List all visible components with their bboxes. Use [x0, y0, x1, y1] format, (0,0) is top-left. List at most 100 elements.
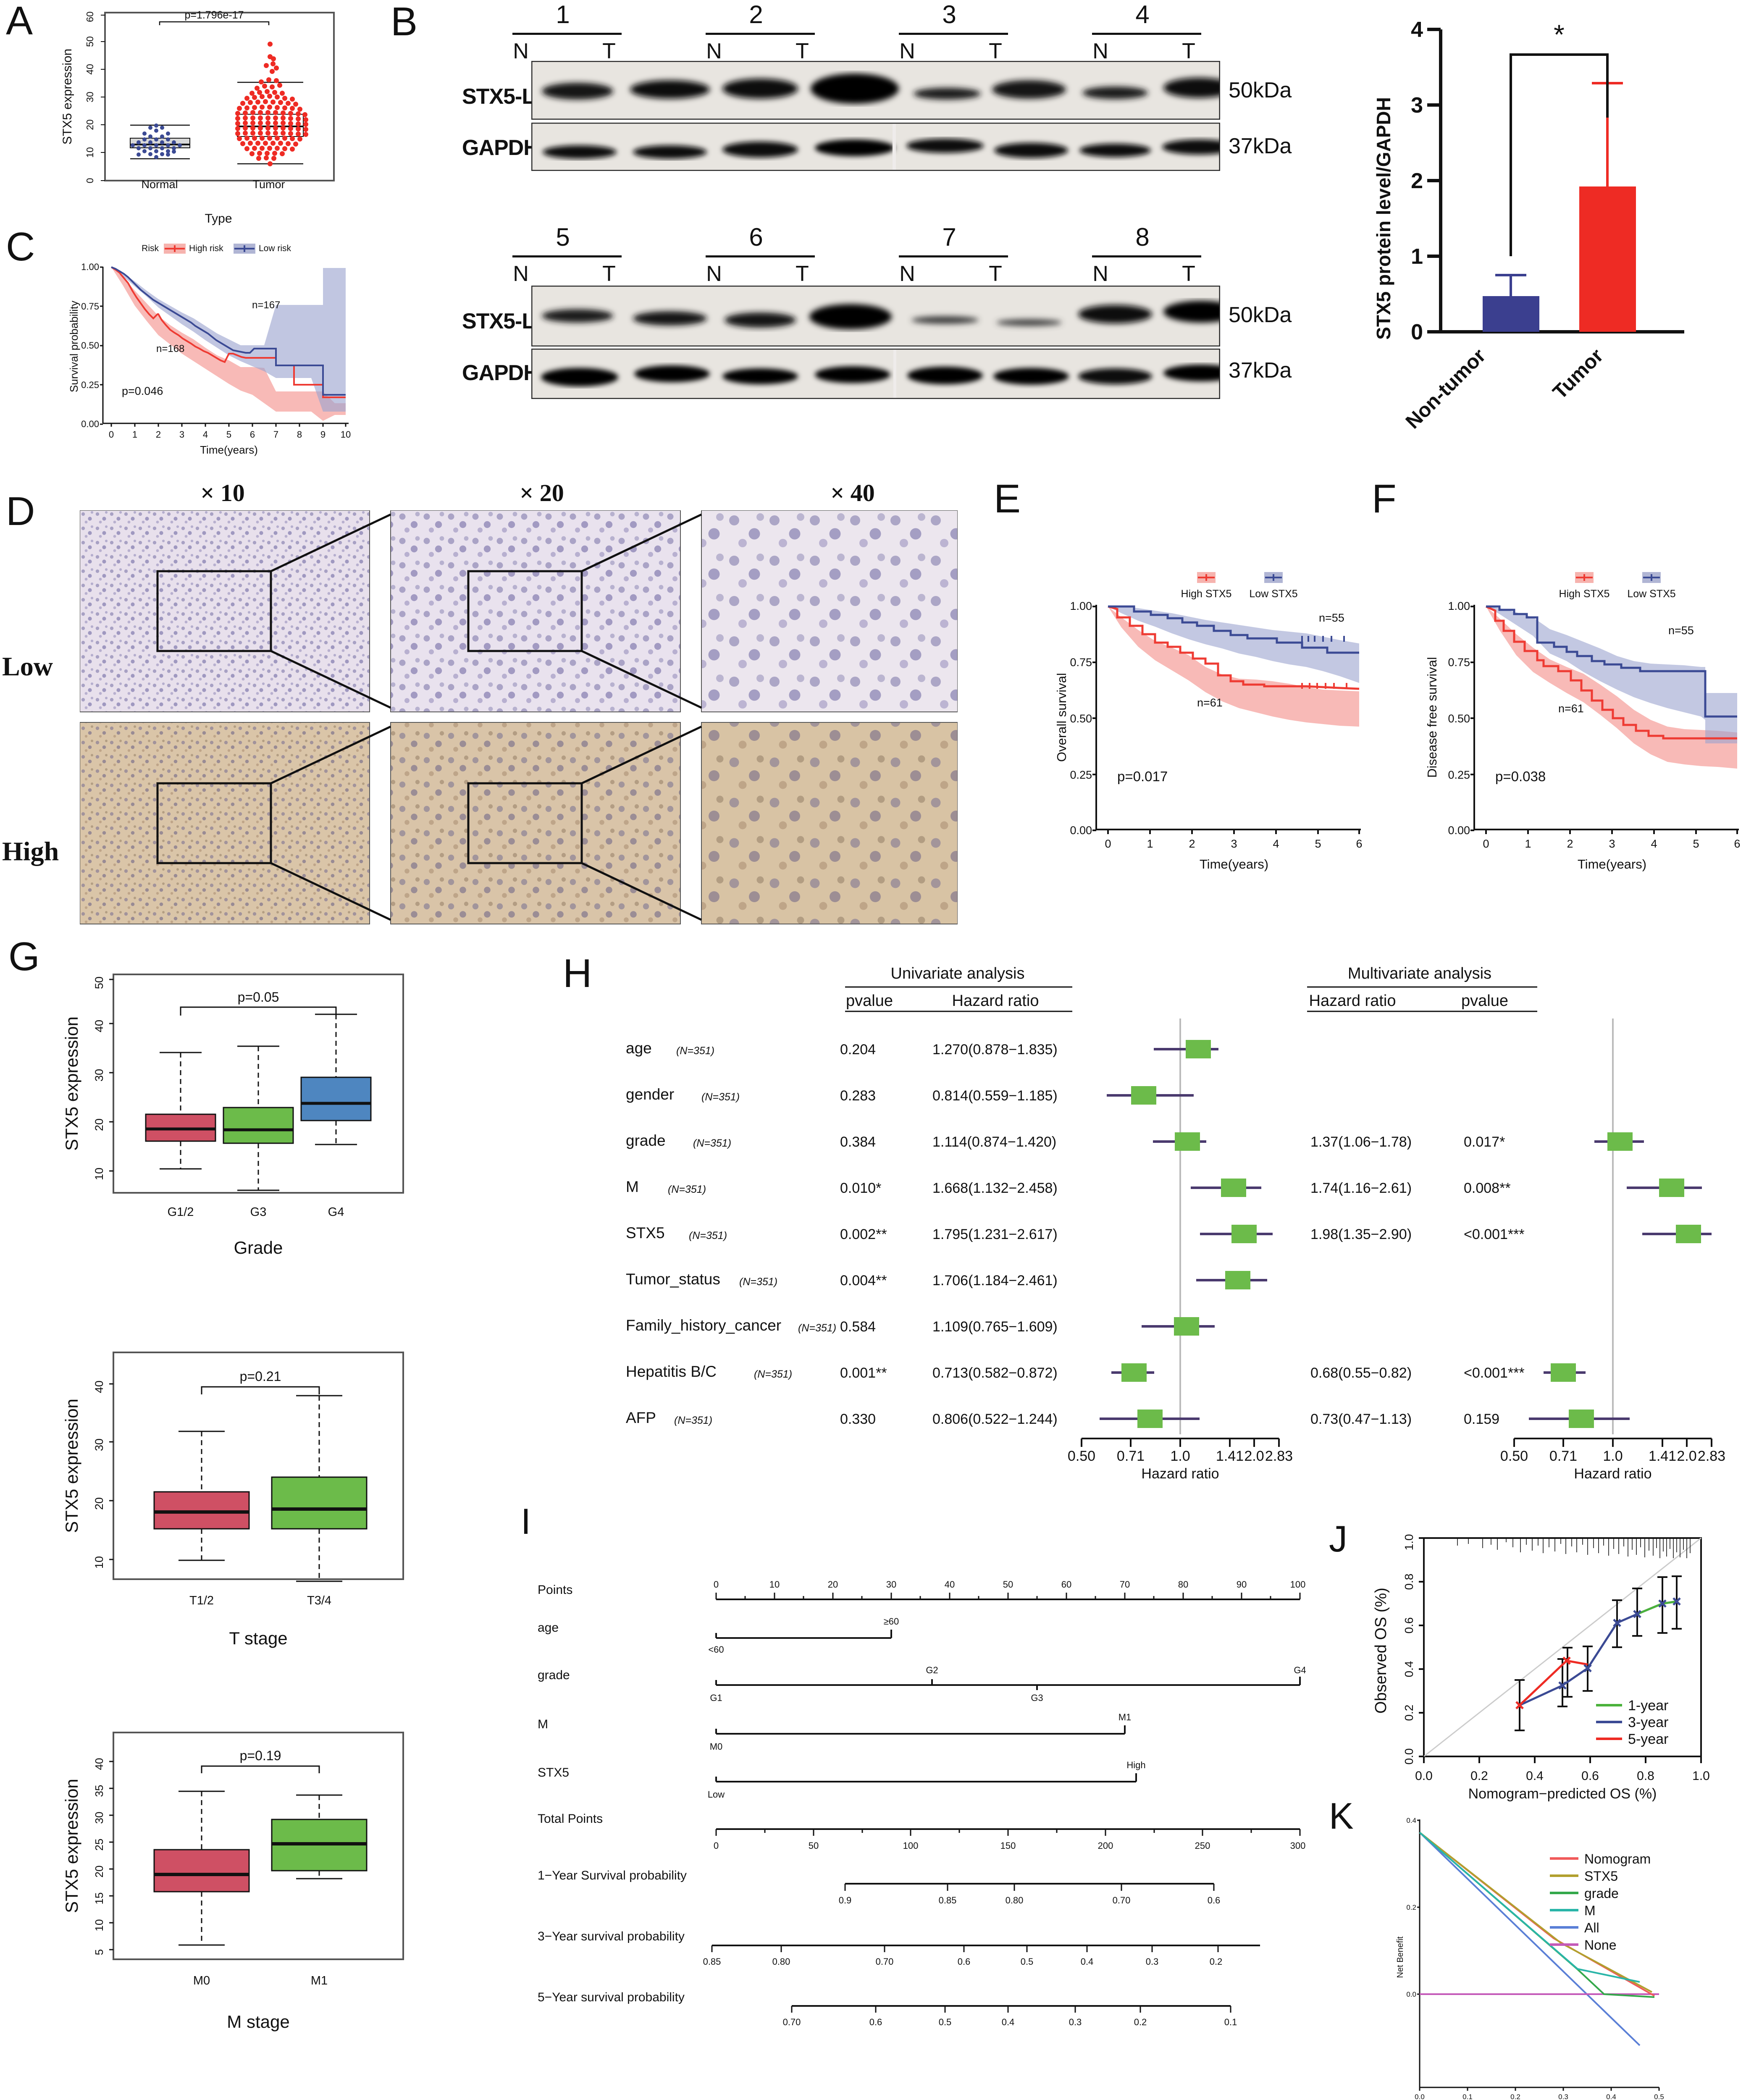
nomo-pt-8: 80: [1178, 1579, 1188, 1590]
panel-f: F High STX5 Low STX5 1.00 0.75 0.50 0.25 0.…: [1369, 475, 1746, 907]
sublane-n-5: N: [513, 262, 529, 286]
h-mvhr-grade: 1.37(1.06−1.78): [1310, 1134, 1412, 1150]
sublane-n-1: N: [513, 39, 529, 63]
nomo-label-m: M: [538, 1717, 548, 1731]
panel-e-km: High STX5 Low STX5 1.00 0.75 0.50 0.25 0.00…: [1054, 572, 1363, 872]
nomo-tp-4: 200: [1098, 1840, 1113, 1851]
svg-text:0: 0: [1411, 320, 1423, 344]
svg-text:0.8: 0.8: [1402, 1574, 1415, 1590]
svg-text:0: 0: [84, 178, 95, 184]
k-curve-all: [1419, 1832, 1641, 2046]
lane-rule-1: [512, 33, 622, 35]
svg-text:30: 30: [93, 1069, 105, 1082]
nomo-label-grade: grade: [538, 1668, 570, 1682]
panel-g-mstage-boxplot: 5 10 15 20 25 30 35 40 STX5 expression M…: [62, 1732, 404, 2032]
km-f-legend-low: Low STX5: [1627, 588, 1675, 600]
h-uni-tick-3: 1.41: [1216, 1448, 1244, 1464]
lane-rule-4: [1092, 33, 1201, 35]
nomo-grade-g1: G1: [710, 1693, 722, 1703]
h-mvhr-hepatitis: 0.68(0.55−0.82): [1310, 1365, 1412, 1381]
lane-label-4: 4: [1135, 0, 1150, 29]
svg-text:7: 7: [273, 429, 278, 440]
ihc-low-x40: [701, 510, 958, 712]
k-legend-nomogram: Nomogram: [1584, 1851, 1651, 1866]
h-header-multivariate: Multivariate analysis: [1348, 965, 1491, 982]
roi-high-x20: [467, 782, 583, 864]
g-t-xlabel: T stage: [229, 1628, 287, 1648]
h-unihr-afp: 0.806(0.522−1.244): [932, 1411, 1058, 1427]
g-m-box-0: [153, 1790, 250, 1946]
ihc-high-x20: [390, 722, 681, 924]
h-mv-tick-0: 0.50: [1500, 1448, 1528, 1464]
h-unihr-stx5: 1.795(1.231−2.617): [932, 1226, 1058, 1242]
j-legend-3year: 3-year: [1628, 1714, 1668, 1730]
sublane-n-3: N: [899, 39, 915, 63]
h-n-age: (N=351): [676, 1045, 714, 1057]
km-f-legend-high: High STX5: [1559, 588, 1610, 600]
svg-text:2: 2: [1189, 837, 1195, 850]
h-row-m: M (N=351) 0.010* 1.668(1.132−2.458) 1.74…: [626, 1178, 1702, 1197]
h-unihr-gender: 0.814(0.559−1.185): [932, 1088, 1058, 1104]
nomo-3y-3: 0.6: [958, 1956, 971, 1967]
k-legend-all: All: [1584, 1920, 1599, 1935]
svg-text:0.00: 0.00: [1070, 824, 1092, 837]
svg-text:0: 0: [1483, 837, 1489, 850]
h-mvp-stx5: <0.001***: [1464, 1226, 1525, 1242]
nomo-pt-7: 70: [1120, 1579, 1130, 1590]
h-n-hepatitis: (N=351): [754, 1368, 792, 1380]
h-mvhr-stx5: 1.98(1.35−2.90): [1310, 1226, 1412, 1242]
h-row-age: age (N=351) 0.204 1.270(0.878−1.835): [626, 1040, 1218, 1058]
ihc-high-x40: [701, 722, 958, 924]
nomo-3y-1: 0.80: [772, 1956, 790, 1967]
svg-text:0.25: 0.25: [81, 380, 99, 390]
nomo-pt-10: 100: [1290, 1579, 1306, 1590]
mw-label-37-1: 37kDa: [1229, 134, 1292, 158]
magnification-x20: × 20: [520, 479, 564, 507]
g-grade-cat-2: G4: [328, 1205, 344, 1219]
h-mv-tick-3: 1.41: [1649, 1448, 1676, 1464]
g-grade-cat-1: G3: [250, 1205, 267, 1219]
nomo-grade-g4: G4: [1294, 1665, 1306, 1675]
probe-label-stx5l-2: STX5-L: [462, 309, 535, 333]
km-e-legend-low: Low STX5: [1249, 588, 1297, 600]
h-row-stx5: STX5 (N=351) 0.002** 1.795(1.231−2.617) …: [626, 1224, 1712, 1243]
nomo-3y-0: 0.85: [703, 1956, 721, 1967]
svg-text:1: 1: [1525, 837, 1531, 850]
h-var-m: M: [626, 1178, 639, 1195]
km-e-n-high: n=61: [1197, 696, 1223, 709]
lane-rule-7: [899, 255, 1008, 257]
lane-rule-3: [899, 33, 1008, 35]
km-e-ci-high: [1108, 606, 1359, 727]
svg-text:4: 4: [203, 429, 208, 440]
svg-text:0.00: 0.00: [1448, 824, 1470, 837]
nomo-age-ge60: ≥60: [884, 1616, 899, 1627]
svg-text:15: 15: [93, 1893, 105, 1905]
panel-d-label: D: [6, 489, 35, 534]
nomo-5y-2: 0.5: [939, 2017, 952, 2027]
j-curve-1-year: [1637, 1600, 1677, 1615]
svg-text:10: 10: [84, 147, 95, 158]
svg-text:2: 2: [1411, 169, 1423, 193]
j-ylabel: Observed OS (%): [1372, 1588, 1390, 1714]
h-unip-tumor-status: 0.004**: [840, 1273, 887, 1289]
svg-text:0.50: 0.50: [1070, 712, 1092, 725]
h-unip-family-history: 0.584: [840, 1319, 876, 1335]
h-n-gender: (N=351): [701, 1091, 740, 1103]
nomo-label-stx5: STX5: [538, 1766, 569, 1780]
g-m-xlabel: M stage: [227, 2012, 289, 2032]
svg-text:0.50: 0.50: [81, 340, 99, 351]
svg-text:0: 0: [109, 429, 114, 440]
k-ytick-1: 0.2: [1406, 1903, 1416, 1911]
km-e-curve-high: [1108, 605, 1360, 690]
nomo-tp-0: 0: [714, 1840, 719, 1851]
g-m-ylabel: STX5 expression: [62, 1779, 81, 1913]
panel-b: B 1 2 3 4 N T N T N T N T STX5-L: [391, 0, 1746, 458]
svg-text:1.00: 1.00: [81, 262, 99, 272]
svg-text:Normal: Normal: [141, 178, 178, 191]
g-t-cat-0: T1/2: [189, 1594, 214, 1607]
g-t-box-0: [153, 1431, 250, 1561]
panel-e: E High STX5 Low STX5 1.00 0.75 0.50 0.25 0.…: [991, 475, 1369, 907]
svg-text:10: 10: [93, 1919, 105, 1932]
km-f-xlabel: Time(years): [1578, 857, 1646, 872]
h-header-uni-hr: Hazard ratio: [952, 992, 1039, 1010]
